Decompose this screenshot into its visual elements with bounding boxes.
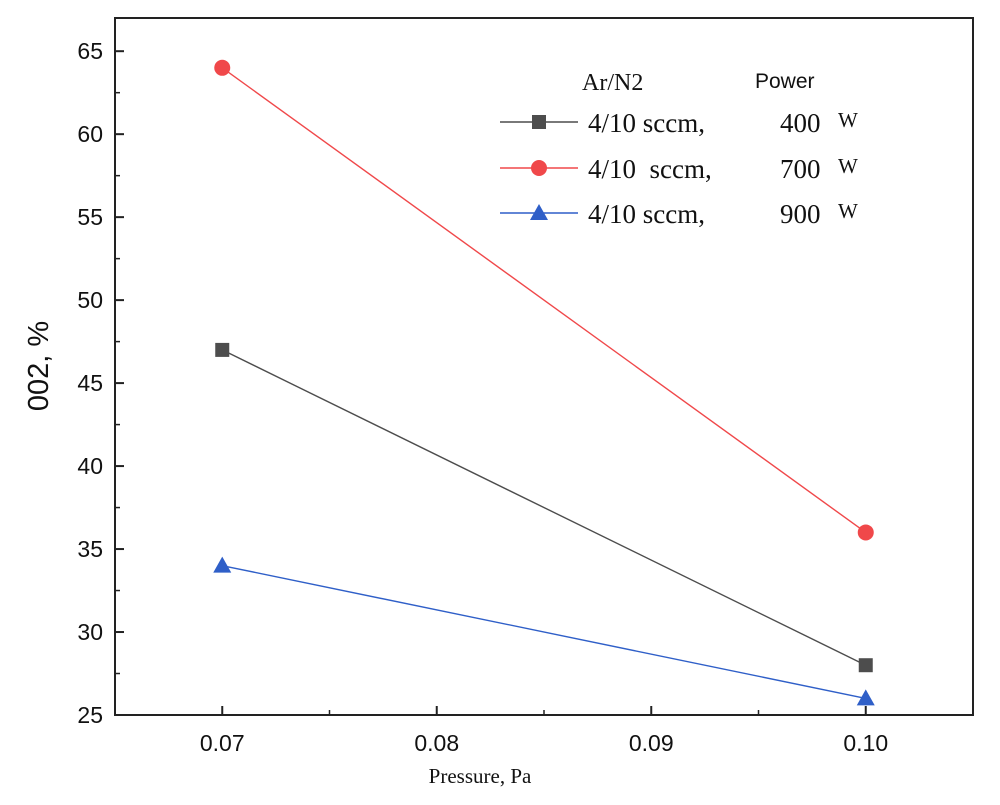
series-3 bbox=[213, 556, 875, 706]
x-tick-label: 0.09 bbox=[629, 730, 674, 756]
legend-gas-label: 4/10 sccm, bbox=[588, 108, 705, 138]
series-2-line bbox=[221, 67, 867, 534]
legend-power-unit: W bbox=[838, 199, 858, 223]
series-layer bbox=[213, 59, 875, 706]
legend-gas-label: 4/10 sccm, bbox=[588, 199, 705, 229]
y-tick-label: 40 bbox=[77, 453, 103, 479]
x-axis-title: Pressure, Pa bbox=[429, 764, 532, 788]
series-1-line bbox=[221, 349, 867, 666]
series-2 bbox=[214, 59, 874, 541]
legend-marker bbox=[530, 204, 548, 220]
legend-power-value: 700 bbox=[780, 154, 821, 184]
y-tick-label: 45 bbox=[77, 370, 103, 396]
series-3-line bbox=[222, 564, 866, 700]
legend-item-2: 4/10 sccm, 700 W bbox=[500, 154, 858, 184]
legend-power-value: 900 bbox=[780, 199, 821, 229]
x-tick-label: 0.08 bbox=[414, 730, 459, 756]
series-2-point bbox=[214, 59, 231, 76]
legend-power-unit: W bbox=[838, 154, 858, 178]
series-3-point bbox=[856, 689, 875, 706]
legend-header-power: Power bbox=[755, 70, 815, 93]
x-tick-label: 0.07 bbox=[200, 730, 245, 756]
legend-gas-label: 4/10 sccm, bbox=[588, 154, 712, 184]
series-1 bbox=[215, 342, 873, 673]
y-tick-label: 65 bbox=[77, 38, 103, 64]
legend-items: 4/10 sccm, 400 W 4/10 sccm, 700 W 4/10 sccm, 90… bbox=[500, 108, 858, 229]
x-tick-label: 0.10 bbox=[843, 730, 888, 756]
legend-marker bbox=[532, 115, 546, 129]
y-tick-label: 55 bbox=[77, 204, 103, 230]
legend-power-unit: W bbox=[838, 108, 858, 132]
series-2-point bbox=[857, 524, 874, 541]
y-tick-label: 50 bbox=[77, 287, 103, 313]
legend: Ar/N2 Power 4/10 sccm, 400 W 4/10 sccm, 700 W… bbox=[500, 70, 858, 229]
x-axis-ticks: 0.07 0.08 0.09 0.10 bbox=[200, 706, 888, 756]
legend-item-1: 4/10 sccm, 400 W bbox=[500, 108, 858, 138]
y-tick-label: 30 bbox=[77, 619, 103, 645]
y-axis-ticks: 25 30 35 40 45 50 55 60 65 bbox=[77, 38, 124, 728]
y-tick-label: 25 bbox=[77, 702, 103, 728]
series-1-point bbox=[858, 658, 873, 673]
y-tick-label: 60 bbox=[77, 121, 103, 147]
y-tick-label: 35 bbox=[77, 536, 103, 562]
legend-power-value: 400 bbox=[780, 108, 821, 138]
legend-marker bbox=[531, 160, 547, 176]
legend-header-gas: Ar/N2 bbox=[582, 70, 643, 96]
series-3-point bbox=[213, 556, 232, 573]
y-axis-title: 002, % bbox=[23, 321, 55, 411]
legend-item-3: 4/10 sccm, 900 W bbox=[500, 199, 858, 229]
series-1-point bbox=[215, 342, 230, 357]
